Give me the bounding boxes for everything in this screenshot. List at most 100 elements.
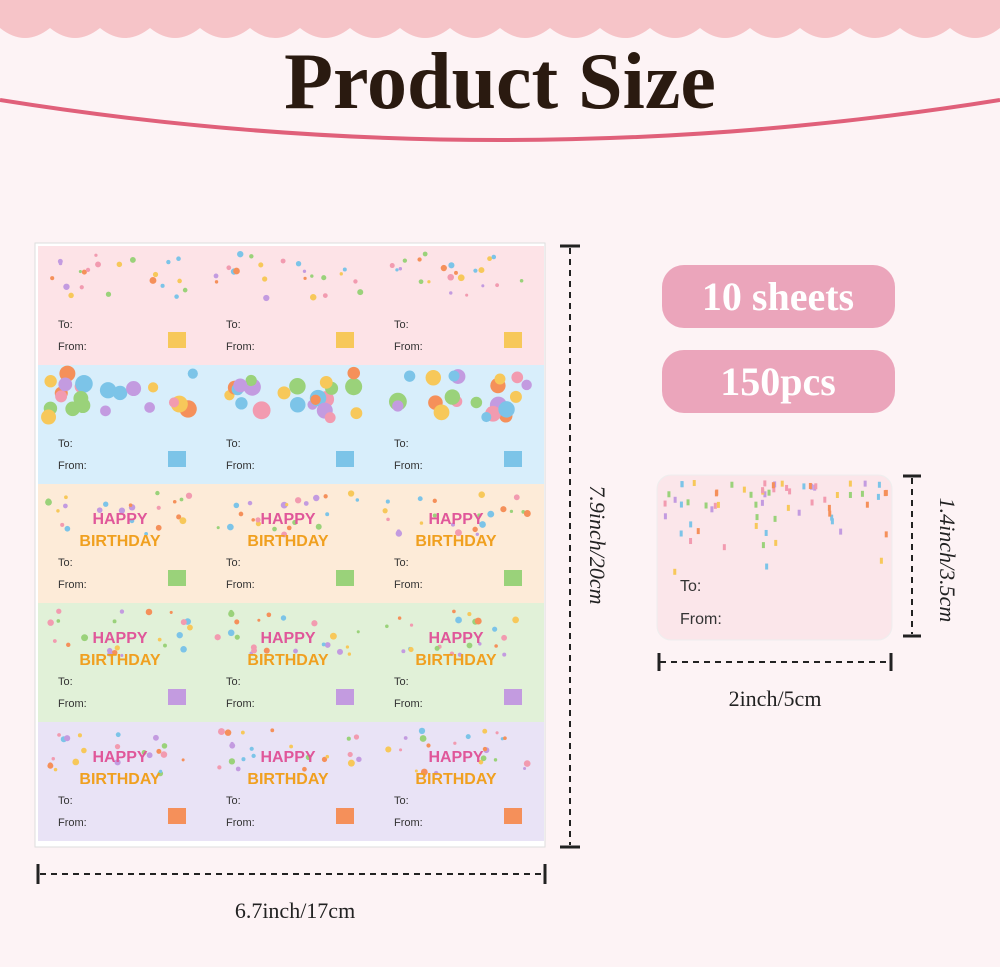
decoration — [78, 269, 82, 274]
decoration — [350, 407, 363, 420]
greeting: BIRTHDAY — [79, 652, 161, 669]
badge-text: 10 sheets — [702, 274, 854, 319]
decoration — [172, 499, 177, 504]
decoration — [112, 619, 117, 624]
decoration — [155, 524, 162, 531]
decoration — [251, 518, 256, 522]
greeting: HAPPY — [260, 749, 315, 766]
decoration — [302, 269, 307, 273]
decoration — [240, 730, 245, 735]
decoration — [357, 289, 364, 296]
decoration — [322, 293, 328, 299]
decoration — [58, 261, 63, 266]
label-to: To: — [394, 557, 409, 569]
decoration — [425, 369, 442, 386]
decoration — [176, 256, 181, 262]
decoration — [347, 759, 355, 767]
label-from: From: — [394, 341, 423, 353]
decoration — [177, 278, 182, 284]
label-from: From: — [58, 460, 87, 472]
decoration — [454, 270, 458, 275]
confetti — [848, 491, 852, 498]
decoration — [408, 646, 414, 653]
sheet-height: 7.9inch/20cm — [585, 485, 610, 604]
decoration — [251, 753, 256, 759]
confetti — [673, 496, 677, 503]
confetti — [879, 557, 883, 564]
decoration — [149, 277, 157, 284]
confetti — [713, 502, 717, 509]
confetti — [763, 480, 767, 487]
decoration — [146, 752, 153, 759]
decoration — [398, 267, 403, 271]
confetti — [730, 481, 734, 488]
decoration — [321, 642, 326, 647]
decoration — [216, 526, 220, 530]
decoration — [452, 609, 456, 614]
decoration — [77, 733, 82, 738]
decoration — [226, 265, 232, 271]
decoration — [100, 405, 111, 417]
greeting: HAPPY — [260, 630, 315, 647]
confetti — [802, 483, 806, 490]
confetti — [827, 504, 831, 511]
decoration — [426, 743, 431, 748]
decoration — [478, 491, 485, 498]
decoration — [457, 274, 465, 282]
confetti — [848, 480, 852, 487]
confetti — [765, 563, 769, 570]
decoration — [141, 749, 147, 756]
confetti — [754, 522, 758, 529]
decoration — [504, 451, 522, 467]
decoration — [180, 619, 187, 626]
decoration — [249, 746, 254, 751]
decoration — [472, 526, 478, 533]
decoration — [478, 642, 482, 646]
confetti — [788, 488, 792, 495]
title-curve — [0, 98, 1000, 142]
decoration — [237, 250, 244, 258]
confetti — [696, 528, 700, 535]
decoration — [479, 521, 486, 528]
decoration — [347, 751, 353, 758]
decoration — [227, 629, 235, 637]
decoration — [481, 412, 492, 423]
decoration — [263, 647, 270, 654]
decoration — [174, 294, 179, 299]
decoration — [432, 513, 437, 518]
decoration — [169, 610, 173, 614]
decoration — [417, 496, 423, 502]
confetti — [814, 483, 818, 490]
decoration — [447, 273, 454, 281]
decoration — [168, 332, 186, 348]
decoration — [168, 808, 186, 824]
greeting: HAPPY — [92, 749, 147, 766]
decoration — [321, 756, 328, 763]
decoration — [395, 530, 403, 537]
decoration — [325, 754, 330, 759]
sheet-width: 6.7inch/17cm — [235, 898, 355, 923]
greeting: BIRTHDAY — [247, 533, 329, 550]
decoration — [73, 391, 89, 406]
decoration — [487, 510, 495, 518]
decoration — [280, 258, 286, 264]
confetti — [884, 489, 888, 496]
greeting: HAPPY — [428, 511, 483, 528]
label-to: To: — [58, 795, 73, 807]
decoration — [293, 648, 298, 654]
label-to: To: — [226, 438, 241, 450]
decoration — [56, 608, 62, 614]
decoration — [55, 390, 68, 403]
decoration — [399, 748, 403, 752]
decoration — [523, 510, 531, 517]
decoration — [257, 618, 261, 622]
decoration — [392, 400, 404, 412]
decoration — [356, 756, 362, 763]
confetti — [763, 491, 767, 498]
decoration — [385, 746, 392, 753]
decoration — [504, 689, 522, 705]
decoration — [63, 503, 68, 509]
decoration — [258, 262, 264, 268]
label-to: To: — [58, 676, 73, 688]
